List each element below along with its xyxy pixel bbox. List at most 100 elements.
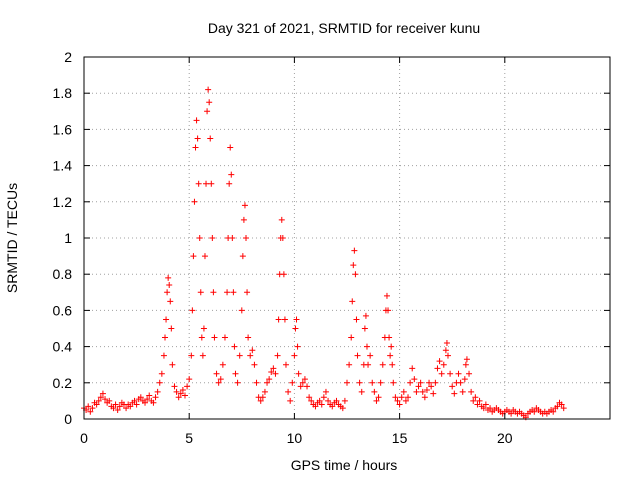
data-point: [163, 316, 170, 323]
data-point: [468, 388, 475, 395]
data-point: [333, 397, 340, 404]
data-point: [396, 401, 403, 408]
data-point: [245, 334, 252, 341]
data-point: [426, 379, 433, 386]
data-point: [208, 180, 215, 187]
data-point: [268, 368, 275, 375]
data-point: [232, 370, 239, 377]
data-point: [294, 343, 301, 350]
data-point: [87, 408, 94, 415]
data-point: [325, 397, 332, 404]
data-point: [438, 370, 445, 377]
x-axis-label: GPS time / hours: [291, 457, 398, 473]
y-tick-label: 2: [64, 49, 72, 65]
data-point: [194, 135, 201, 142]
data-point: [280, 271, 287, 278]
data-point: [423, 387, 430, 394]
data-point: [213, 370, 220, 377]
data-point: [287, 397, 294, 404]
data-point: [102, 396, 109, 403]
data-point: [354, 352, 361, 359]
data-point: [388, 343, 395, 350]
data-point: [320, 394, 327, 401]
data-point: [253, 379, 260, 386]
y-tick-label: 1.2: [53, 194, 73, 210]
data-point: [329, 403, 336, 410]
data-point: [189, 307, 196, 314]
data-point: [162, 334, 169, 341]
data-point: [447, 370, 454, 377]
data-point: [110, 405, 117, 412]
data-point: [196, 235, 203, 241]
data-point: [308, 397, 315, 404]
data-point: [482, 401, 489, 408]
data-point: [191, 198, 198, 205]
data-point: [339, 405, 346, 412]
data-point: [93, 401, 100, 408]
data-point: [299, 379, 306, 386]
data-point: [463, 356, 470, 363]
data-point: [365, 361, 372, 368]
data-point: [186, 376, 193, 383]
data-point: [316, 397, 323, 404]
y-tick-label: 0.6: [53, 302, 73, 318]
data-point: [200, 325, 207, 332]
data-point: [251, 361, 258, 368]
data-point: [390, 379, 397, 386]
data-point: [173, 388, 180, 395]
data-point: [150, 399, 157, 406]
data-point: [432, 379, 439, 386]
data-point: [444, 352, 451, 359]
data-point: [210, 289, 217, 296]
data-point: [466, 370, 473, 377]
data-point: [295, 370, 302, 377]
data-point: [282, 361, 289, 368]
data-point: [291, 352, 298, 359]
data-point: [112, 401, 119, 408]
data-point: [351, 247, 358, 254]
data-point: [349, 298, 356, 305]
data-point: [272, 370, 279, 377]
data-point: [436, 358, 443, 365]
data-point: [322, 388, 329, 395]
data-point: [179, 387, 186, 394]
data-point: [476, 397, 483, 404]
data-point: [352, 271, 359, 278]
data-point: [472, 394, 479, 401]
data-point: [244, 289, 251, 296]
data-point: [240, 216, 247, 223]
data-point: [201, 253, 208, 260]
data-point: [144, 396, 151, 403]
data-point: [181, 392, 188, 399]
data-point: [289, 379, 296, 386]
data-point: [166, 282, 173, 289]
y-tick-label: 0: [64, 411, 72, 427]
data-point: [367, 352, 374, 359]
x-tick-label: 10: [287, 430, 303, 446]
data-point: [400, 388, 407, 395]
data-point: [184, 383, 191, 390]
data-point: [362, 312, 369, 319]
data-point: [387, 352, 394, 359]
data-point: [152, 394, 159, 401]
y-axis-label: SRMTID / TECUs: [4, 183, 20, 293]
data-point: [131, 397, 138, 404]
data-point: [156, 379, 163, 386]
data-point: [274, 352, 281, 359]
data-point: [206, 99, 213, 106]
data-point: [371, 388, 378, 395]
data-point: [531, 408, 538, 415]
data-point: [203, 180, 210, 187]
data-point: [230, 289, 237, 296]
data-point: [188, 352, 195, 359]
grid-lines: [84, 57, 610, 419]
data-point: [193, 117, 200, 124]
data-point: [85, 403, 92, 410]
x-tick-label: 20: [497, 430, 513, 446]
data-point: [165, 274, 172, 281]
data-point: [209, 235, 216, 241]
data-point: [198, 334, 205, 341]
data-point: [278, 216, 285, 223]
data-point: [205, 86, 212, 93]
data-point: [137, 394, 144, 401]
